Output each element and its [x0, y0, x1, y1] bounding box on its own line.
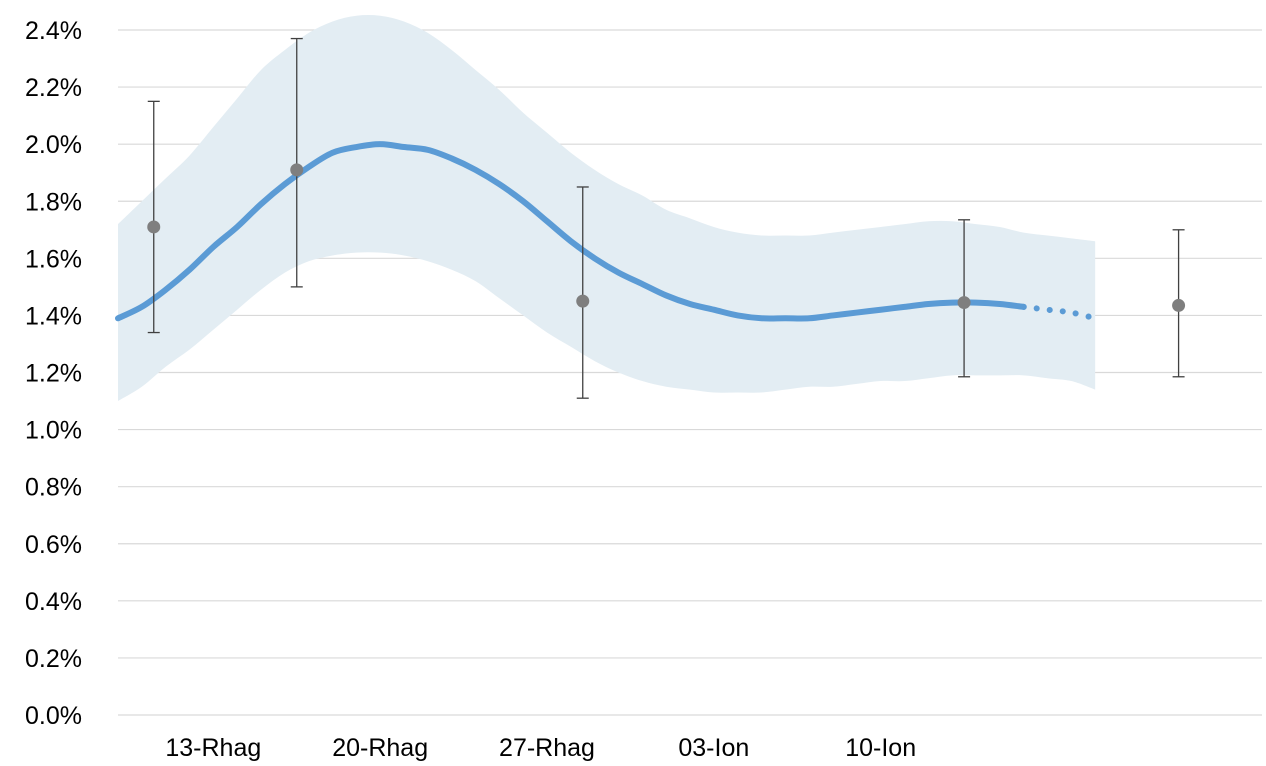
data-point: [290, 163, 304, 177]
x-tick-label: 13-Rhag: [165, 734, 261, 762]
y-tick-label: 1.2%: [25, 360, 82, 388]
x-tick-label: 20-Rhag: [332, 734, 428, 762]
data-point: [576, 294, 590, 308]
y-tick-label: 0.6%: [25, 531, 82, 559]
trend-line-projection: [1020, 303, 1099, 322]
data-point: [1172, 298, 1186, 312]
data-points-layer: [147, 163, 1186, 312]
x-tick-label: 03-Ion: [678, 734, 749, 762]
y-tick-label: 1.0%: [25, 417, 82, 445]
y-tick-label: 0.0%: [25, 702, 82, 730]
confidence-band-layer: [118, 15, 1096, 402]
y-axis-tick-labels: 0.0% 0.2% 0.4% 0.6% 0.8% 1.0% 1.2% 1.4% 1.6% 1.8%…: [25, 17, 82, 730]
confidence-band: [118, 15, 1096, 402]
x-tick-label: 27-Rhag: [499, 734, 595, 762]
y-tick-label: 2.4%: [25, 17, 82, 45]
trend-line: [115, 141, 1027, 322]
data-point: [957, 296, 971, 310]
y-tick-label: 2.2%: [25, 74, 82, 102]
y-tick-label: 1.8%: [25, 188, 82, 216]
y-tick-label: 0.8%: [25, 474, 82, 502]
trend-line-layer: [115, 141, 1099, 322]
y-tick-label: 1.6%: [25, 245, 82, 273]
y-tick-label: 0.2%: [25, 645, 82, 673]
x-axis-tick-labels: 13-Rhag 20-Rhag 27-Rhag 03-Ion 10-Ion: [165, 734, 916, 762]
x-tick-label: 10-Ion: [845, 734, 916, 762]
y-tick-label: 0.4%: [25, 588, 82, 616]
data-point: [147, 220, 161, 234]
y-tick-label: 2.0%: [25, 131, 82, 159]
y-tick-label: 1.4%: [25, 302, 82, 330]
